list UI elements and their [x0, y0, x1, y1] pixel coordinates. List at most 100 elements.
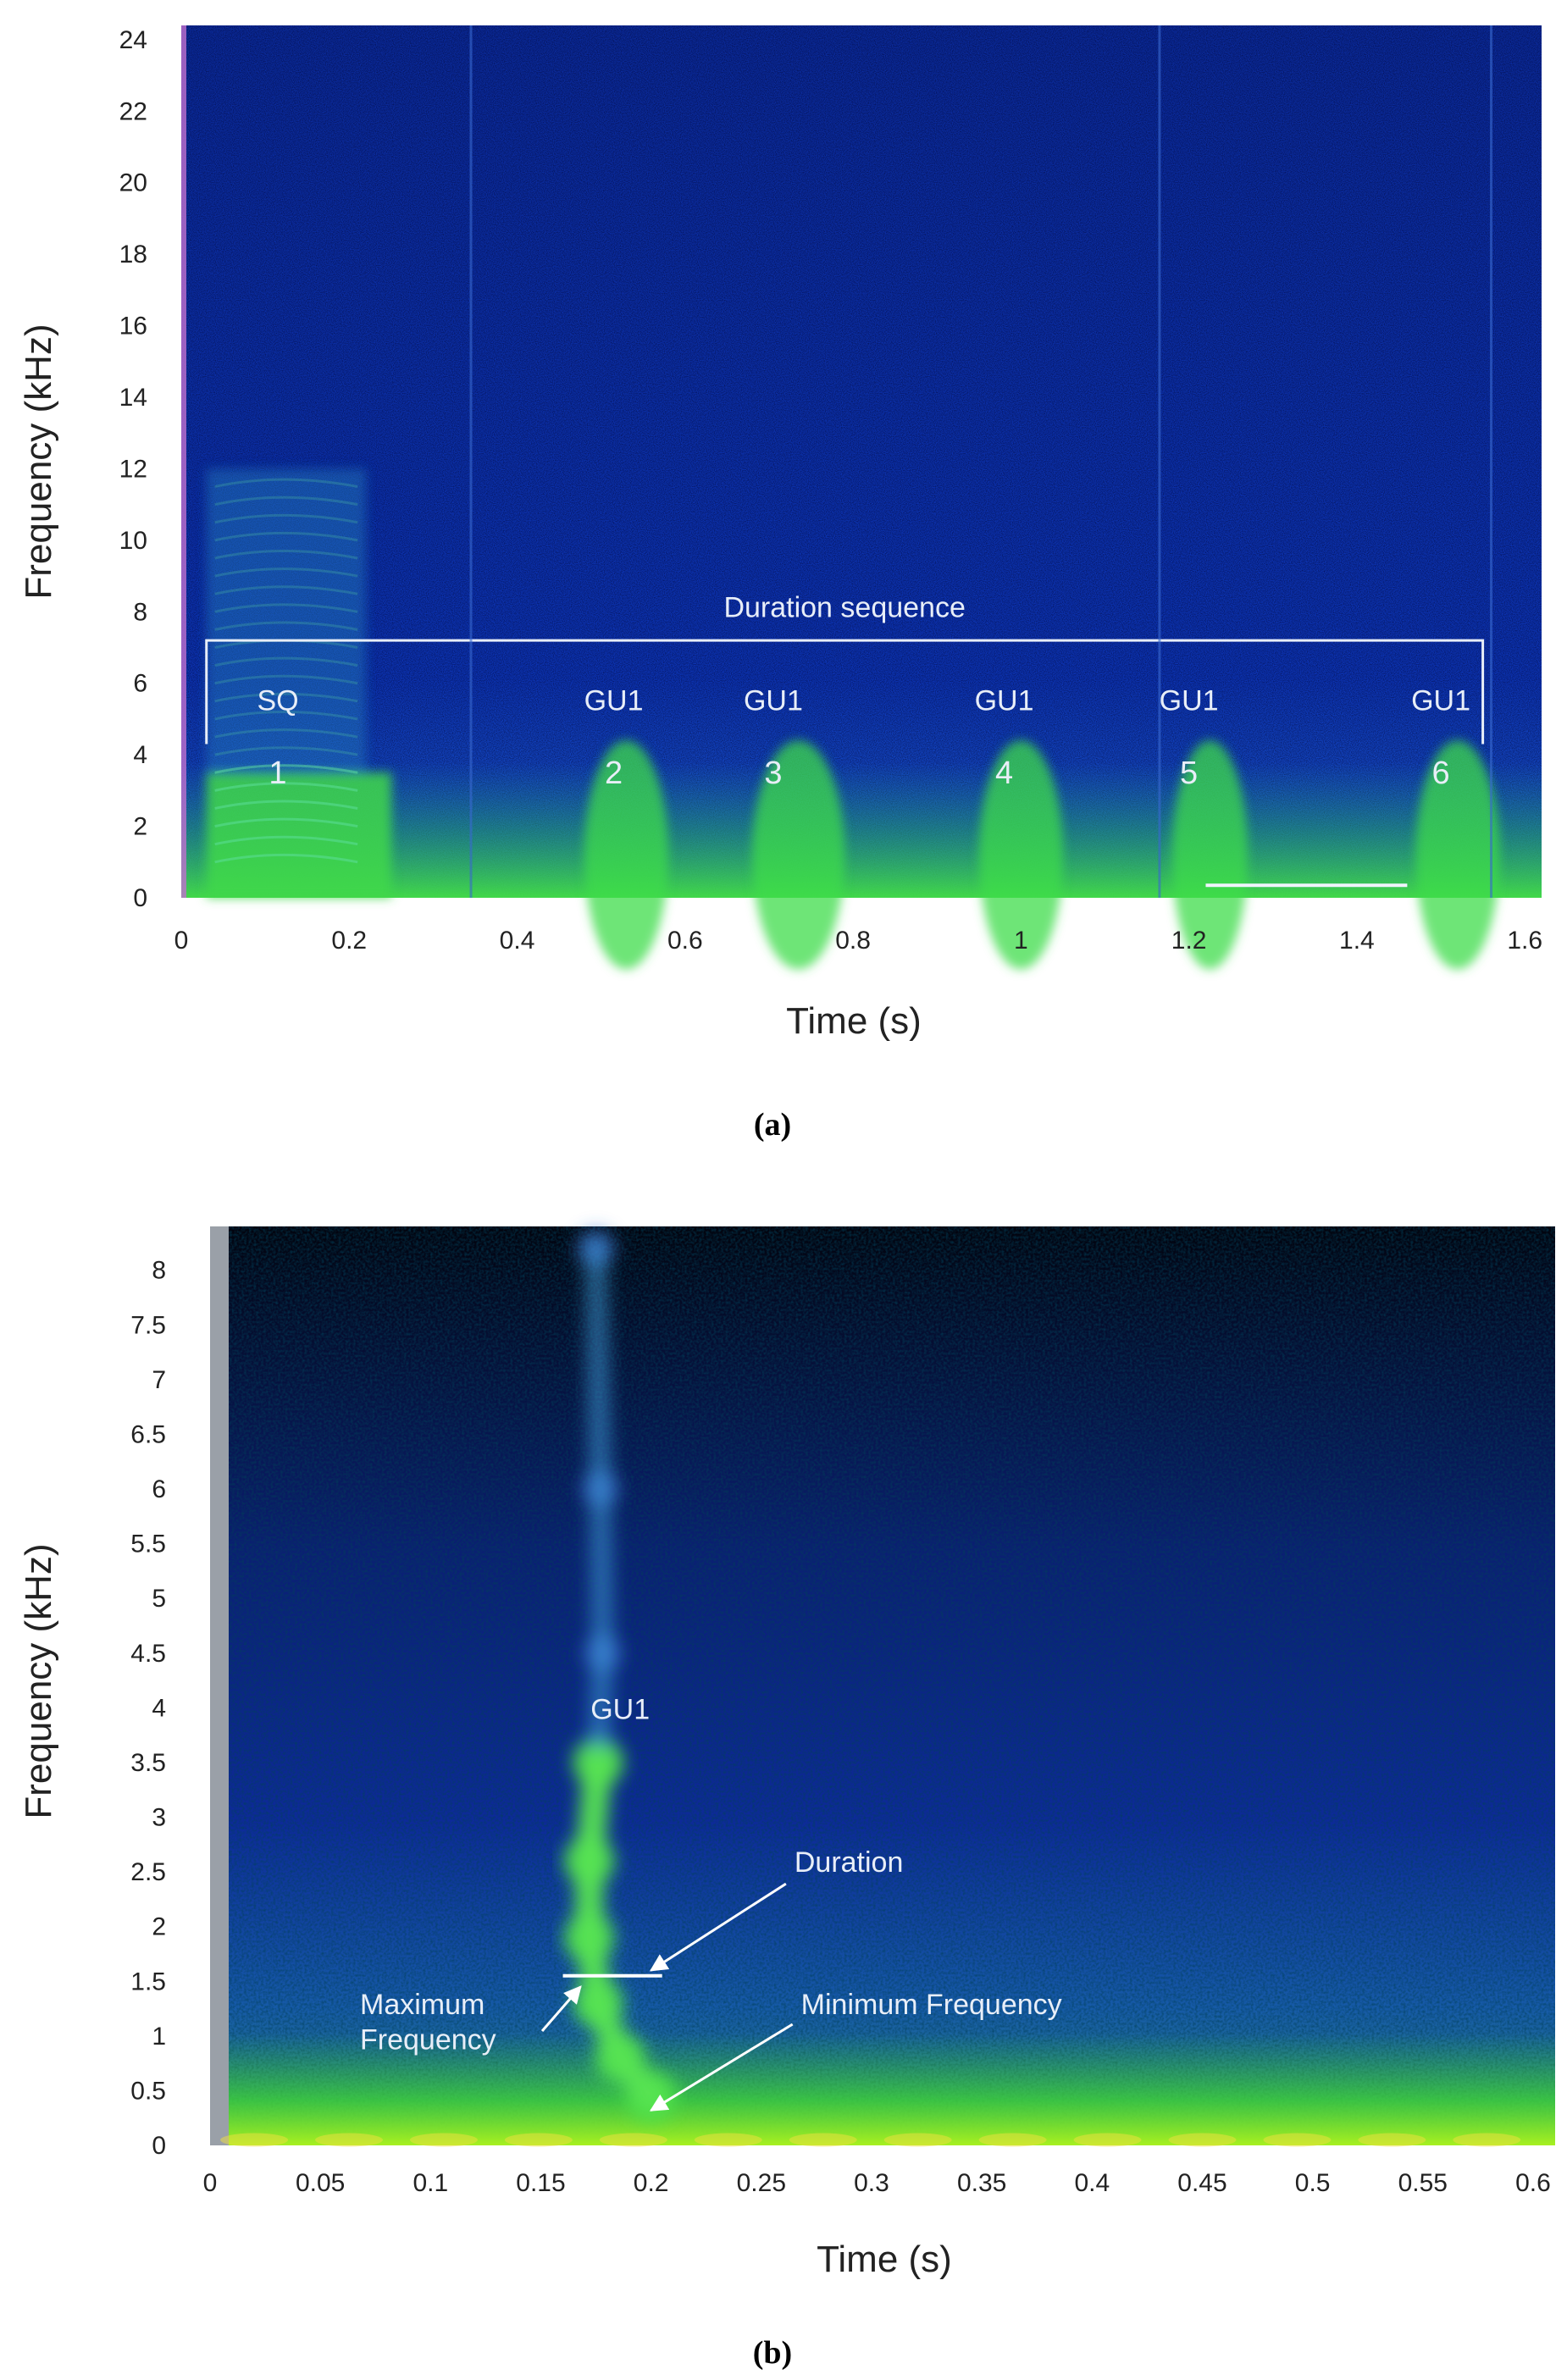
y-tick-label-a: 10: [119, 527, 147, 555]
panel-label-a: (a): [754, 1107, 791, 1143]
annotation-arrow: [649, 2023, 794, 2112]
call-number-label: 6: [1431, 756, 1449, 791]
left-gray-strip: [210, 1226, 229, 2145]
sq-harmonic: [214, 728, 358, 739]
call-name-label: GU1: [975, 684, 1034, 717]
call-name-label: SQ: [257, 684, 298, 717]
low-frequency-energy: [1263, 2133, 1332, 2147]
call-number-label: 2: [605, 756, 623, 791]
duration-sequence-label: Duration sequence: [723, 592, 965, 624]
y-tick-label-b: 6.5: [130, 1420, 166, 1448]
y-tick-label-b: 6: [152, 1475, 166, 1503]
x-tick-label-b: 0.55: [1398, 2169, 1448, 2197]
sq-harmonic: [214, 550, 358, 560]
call-name-label: GU1: [744, 684, 803, 717]
y-tick-label-b: 5.5: [130, 1530, 166, 1558]
y-tick-label-b: 7.5: [130, 1311, 166, 1339]
x-axis-title-a: Time (s): [786, 1000, 922, 1042]
call-number-label: 3: [764, 756, 782, 791]
low-frequency-energy: [409, 2133, 478, 2147]
low-frequency-energy: [504, 2133, 573, 2147]
x-tick-label-b: 0.5: [1295, 2169, 1331, 2197]
spectrogram-a-plot-area: Duration sequence SQ 1 GU1 2 GU1 3 GU1 4 GU1 5 GU1 6: [181, 25, 1542, 970]
sq-harmonic: [214, 692, 358, 703]
annotation-arrow: [649, 1882, 787, 1972]
y-tick-label-a: 22: [119, 97, 147, 125]
sq-harmonic: [214, 782, 358, 792]
left-edge-strip: [181, 25, 186, 898]
low-frequency-energy: [220, 2133, 289, 2147]
y-tick-label-b: 4: [152, 1694, 166, 1722]
y-tick-label-a: 0: [133, 884, 147, 912]
x-axis-title-b: Time (s): [817, 2239, 952, 2280]
y-tick-label-b: 2.5: [130, 1858, 166, 1886]
x-tick-label-a: 0.4: [500, 927, 535, 955]
y-tick-label-b: 7: [152, 1366, 166, 1394]
low-frequency-energy: [1453, 2133, 1521, 2147]
y-tick-label-a: 14: [119, 384, 147, 412]
y-tick-label-b: 3.5: [130, 1749, 166, 1777]
y-tick-label-b: 5: [152, 1585, 166, 1613]
annotation-label: Minimum Frequency: [801, 1989, 1062, 2021]
y-tick-label-a: 8: [133, 598, 147, 626]
sq-harmonic: [214, 513, 358, 524]
sq-harmonic: [214, 674, 358, 685]
spectrogram-panel-a: Duration sequence SQ 1 GU1 2 GU1 3 GU1 4 GU1 5 GU1 6…: [18, 25, 1542, 1143]
x-tick-label-b: 0.45: [1177, 2169, 1226, 2197]
annotation-arrow: [540, 1985, 582, 2032]
x-tick-label-a: 1: [1014, 927, 1028, 955]
call-number-label: 5: [1180, 756, 1198, 791]
sq-harmonic: [214, 495, 358, 506]
annotation-label: Maximum: [360, 1989, 484, 2021]
call-energy-gu1: [752, 740, 845, 970]
y-tick-label-a: 2: [133, 813, 147, 841]
sq-harmonic: [214, 656, 358, 667]
sq-harmonic: [214, 567, 358, 578]
x-tick-label-a: 0.8: [835, 927, 871, 955]
call-energy-gu1: [978, 740, 1064, 970]
sq-harmonic: [214, 817, 358, 828]
low-frequency-energy: [315, 2133, 384, 2147]
y-tick-label-b: 1.5: [130, 1968, 166, 1995]
y-tick-label-a: 16: [119, 313, 147, 340]
low-frequency-energy: [789, 2133, 857, 2147]
sq-harmonic: [214, 800, 358, 810]
panel-label-b: (b): [753, 2335, 792, 2371]
x-tick-label-a: 1.6: [1507, 927, 1542, 955]
low-frequency-energy: [1168, 2133, 1237, 2147]
x-tick-label-b: 0.4: [1074, 2169, 1110, 2197]
call-energy-gu1: [1171, 740, 1249, 970]
call-number-label: 4: [995, 756, 1013, 791]
low-frequency-energy: [599, 2133, 667, 2147]
y-axis-title-b: Frequency (kHz): [18, 1543, 59, 1818]
x-tick-label-b: 0.6: [1515, 2169, 1551, 2197]
y-tick-label-a: 24: [119, 26, 147, 54]
call-contour-low: [574, 1747, 666, 2111]
y-tick-label-b: 0.5: [130, 2077, 166, 2105]
y-tick-label-b: 2: [152, 1913, 166, 1941]
sq-harmonic: [214, 853, 358, 864]
sq-harmonic: [214, 603, 358, 613]
y-tick-label-a: 18: [119, 241, 147, 268]
sq-harmonic: [214, 478, 358, 489]
x-tick-label-a: 0.2: [331, 927, 367, 955]
call-name-label: GU1: [1411, 684, 1470, 717]
call-energy-gu1: [584, 740, 669, 970]
x-tick-label-b: 0.25: [737, 2169, 786, 2197]
annotation-label: Duration: [795, 1846, 904, 1879]
call-energy-sq-upper: [206, 468, 367, 773]
sq-harmonic: [214, 764, 358, 774]
sq-harmonic: [214, 585, 358, 595]
low-frequency-energy: [883, 2133, 952, 2147]
x-tick-label-b: 0.05: [296, 2169, 345, 2197]
y-tick-label-b: 1: [152, 2023, 166, 2051]
y-tick-label-b: 8: [152, 1257, 166, 1285]
y-tick-label-a: 4: [133, 741, 147, 769]
y-tick-label-a: 12: [119, 455, 147, 483]
x-tick-label-b: 0.35: [957, 2169, 1006, 2197]
sq-harmonic: [214, 835, 358, 846]
sq-harmonic: [214, 710, 358, 721]
y-tick-label-b: 0: [152, 2132, 166, 2160]
